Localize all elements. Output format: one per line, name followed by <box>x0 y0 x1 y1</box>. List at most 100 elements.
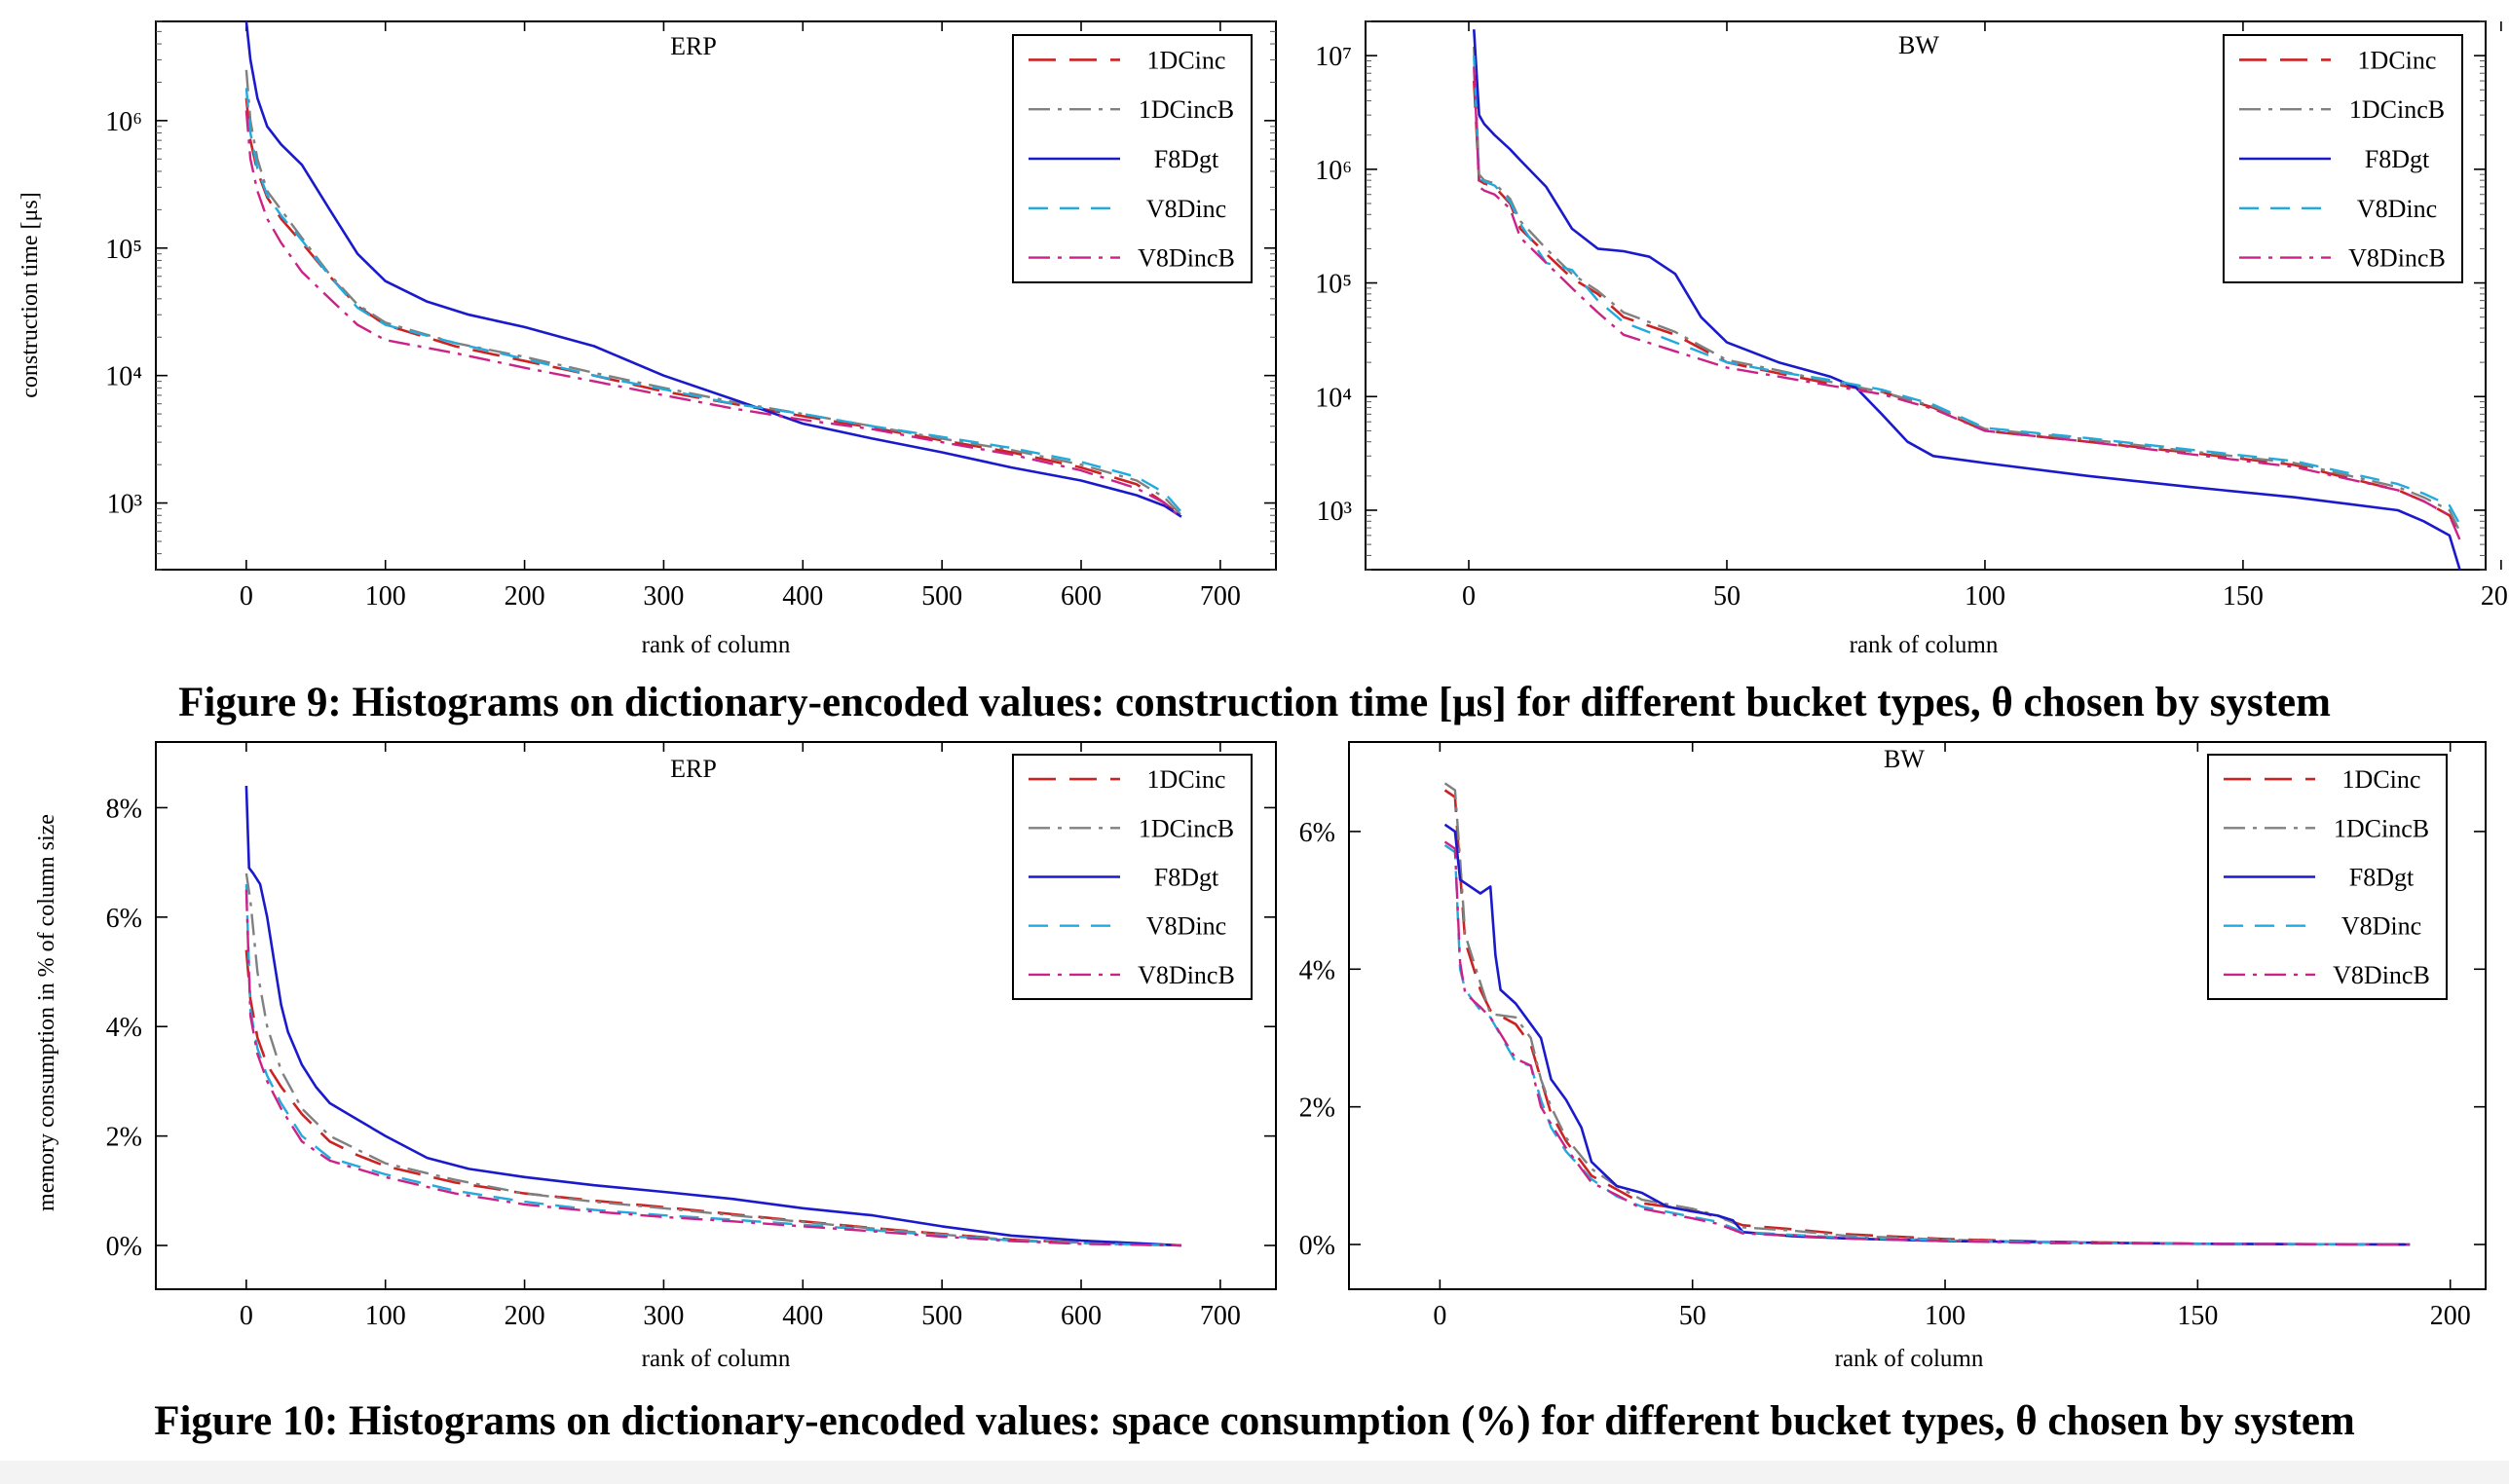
y-tick-label: 10⁶ <box>1315 156 1352 186</box>
chart-title: BW <box>1898 31 1939 59</box>
chart-fig10-bw: 0 50 100 150 200 0% 2% 4% 6% BW rank of column 1DCi… <box>1286 730 2509 1392</box>
legend-label-V8Dinc: V8Dinc <box>1146 912 1226 941</box>
x-tick-label: 150 <box>2177 1301 2218 1331</box>
y-tick-label: 10³ <box>1317 497 1352 527</box>
y-tick-label: 10⁶ <box>105 107 142 137</box>
series-line-V8DincB <box>244 110 1182 520</box>
x-axis-label: rank of column <box>1850 632 1999 658</box>
series-line-1DCincB <box>244 872 1181 1247</box>
legend-label-1DCincB: 1DCincB <box>1139 814 1234 842</box>
page-bottom-strip <box>0 1461 2509 1484</box>
x-tick-label: 0 <box>1462 581 1476 612</box>
legend-label-1DCincB: 1DCincB <box>2334 814 2429 842</box>
series-line-V8Dinc <box>1473 56 2461 526</box>
series-line-F8Dgt <box>244 785 1181 1247</box>
x-tick-label: 200 <box>505 581 545 612</box>
legend-label-V8Dinc: V8Dinc <box>1146 195 1226 223</box>
figure-10-caption: Figure 10: Histograms on dictionary-enco… <box>154 1398 2355 1444</box>
chart-svg-fig9-erp: 0 100 200 300 400 500 600 700 10³ 10⁴ 10⁵ 10⁶ ERP ran… <box>18 20 1277 658</box>
x-tick-label: 700 <box>1200 581 1241 612</box>
legend-label-1DCinc: 1DCinc <box>2342 765 2421 794</box>
x-tick-label: 200 <box>2430 1301 2471 1331</box>
x-tick-label: 500 <box>921 1301 962 1331</box>
y-axis-label: memory consumption in % of column size <box>34 814 59 1211</box>
y-tick-label: 4% <box>1299 955 1335 985</box>
series-line-F8Dgt <box>244 20 1182 518</box>
plot-frame <box>155 741 1277 1290</box>
y-tick-label: 6% <box>1299 818 1335 848</box>
legend-label-1DCinc: 1DCinc <box>2358 46 2437 74</box>
x-axis-label: rank of column <box>1835 1346 1984 1372</box>
y-tick-label: 10⁷ <box>1315 42 1352 72</box>
series-line-V8DincB <box>244 889 1181 1247</box>
x-tick-label: 200 <box>2481 581 2509 612</box>
x-tick-label: 50 <box>1713 581 1741 612</box>
series-line-1DCinc <box>1443 789 2411 1246</box>
chart-title: ERP <box>670 755 717 783</box>
series-line-1DCinc <box>244 97 1182 518</box>
x-tick-label: 600 <box>1061 1301 1102 1331</box>
series-line-1DCinc <box>1473 80 2461 537</box>
x-tick-label: 100 <box>365 1301 406 1331</box>
legend-label-F8Dgt: F8Dgt <box>1154 145 1219 173</box>
y-tick-label: 8% <box>106 794 142 824</box>
y-tick-label: 4% <box>106 1013 142 1043</box>
chart-fig10-erp: 0 100 200 300 400 500 600 700 0% 2% 4% 6% 8% ERP rank … <box>0 730 1286 1392</box>
series-line-F8Dgt <box>1473 29 2461 571</box>
plot-frame <box>155 20 1277 571</box>
chart-svg-fig10-bw: 0 50 100 150 200 0% 2% 4% 6% BW rank of column 1DCi… <box>1299 741 2487 1372</box>
y-tick-label: 10⁴ <box>1315 383 1352 413</box>
series-line-V8DincB <box>1443 840 2411 1246</box>
y-tick-label: 6% <box>106 904 142 934</box>
x-tick-label: 300 <box>643 1301 684 1331</box>
chart-title: BW <box>1884 745 1925 773</box>
x-axis-label: rank of column <box>642 1346 791 1372</box>
series-line-1DCincB <box>244 69 1182 517</box>
x-tick-label: 100 <box>1965 581 2005 612</box>
legend-label-1DCincB: 1DCincB <box>2349 95 2445 124</box>
chart-title: ERP <box>670 32 717 60</box>
y-axis-label: construction time [μs] <box>18 192 43 398</box>
x-tick-label: 0 <box>240 581 253 612</box>
chart-svg-fig9-bw: 0 50 100 150 200 10³ 10⁴ 10⁵ 10⁶ 10⁷ BW rank of col… <box>1315 20 2509 658</box>
figure-9-caption: Figure 9: Histograms on dictionary-encod… <box>178 680 2331 725</box>
x-tick-label: 600 <box>1061 581 1102 612</box>
x-tick-label: 0 <box>240 1301 253 1331</box>
series-line-V8Dinc <box>244 884 1181 1247</box>
legend-label-F8Dgt: F8Dgt <box>1154 864 1219 892</box>
y-tick-label: 0% <box>1299 1231 1335 1261</box>
x-tick-label: 400 <box>782 581 823 612</box>
x-tick-label: 400 <box>782 1301 823 1331</box>
x-tick-label: 700 <box>1200 1301 1241 1331</box>
legend-label-V8DincB: V8DincB <box>1138 244 1235 273</box>
y-tick-label: 10³ <box>107 490 142 520</box>
x-tick-label: 100 <box>365 581 406 612</box>
y-tick-label: 10⁵ <box>1315 270 1352 300</box>
series-line-1DCincB <box>1473 46 2461 533</box>
legend-label-V8DincB: V8DincB <box>2348 244 2446 273</box>
legend-label-1DCinc: 1DCinc <box>1147 46 1226 74</box>
legend-label-V8DincB: V8DincB <box>2333 961 2430 989</box>
y-tick-label: 10⁵ <box>105 235 142 265</box>
chart-svg-fig10-erp: 0 100 200 300 400 500 600 700 0% 2% 4% 6% 8% ERP rank … <box>34 741 1277 1372</box>
chart-fig9-erp: 0 100 200 300 400 500 600 700 10³ 10⁴ 10⁵ 10⁶ ERP ran… <box>0 0 1286 672</box>
chart-fig9-bw: 0 50 100 150 200 10³ 10⁴ 10⁵ 10⁶ 10⁷ BW rank of col… <box>1286 0 2509 672</box>
plot-frame <box>1365 20 2487 571</box>
y-tick-label: 10⁴ <box>105 362 142 392</box>
legend-label-F8Dgt: F8Dgt <box>2349 864 2415 892</box>
y-tick-label: 2% <box>106 1123 142 1153</box>
x-tick-label: 50 <box>1679 1301 1706 1331</box>
legend-label-1DCinc: 1DCinc <box>1147 765 1226 794</box>
x-tick-label: 150 <box>2223 581 2264 612</box>
y-tick-label: 2% <box>1299 1094 1335 1124</box>
series-line-1DCincB <box>1443 782 2411 1246</box>
x-axis-label: rank of column <box>642 632 791 658</box>
legend-label-1DCincB: 1DCincB <box>1139 95 1234 124</box>
x-tick-label: 300 <box>643 581 684 612</box>
x-tick-label: 0 <box>1433 1301 1446 1331</box>
legend-label-V8Dinc: V8Dinc <box>2341 912 2421 941</box>
series-line-V8DincB <box>1473 66 2461 540</box>
y-tick-label: 0% <box>106 1232 142 1262</box>
plot-frame <box>1348 741 2487 1290</box>
x-tick-label: 200 <box>505 1301 545 1331</box>
